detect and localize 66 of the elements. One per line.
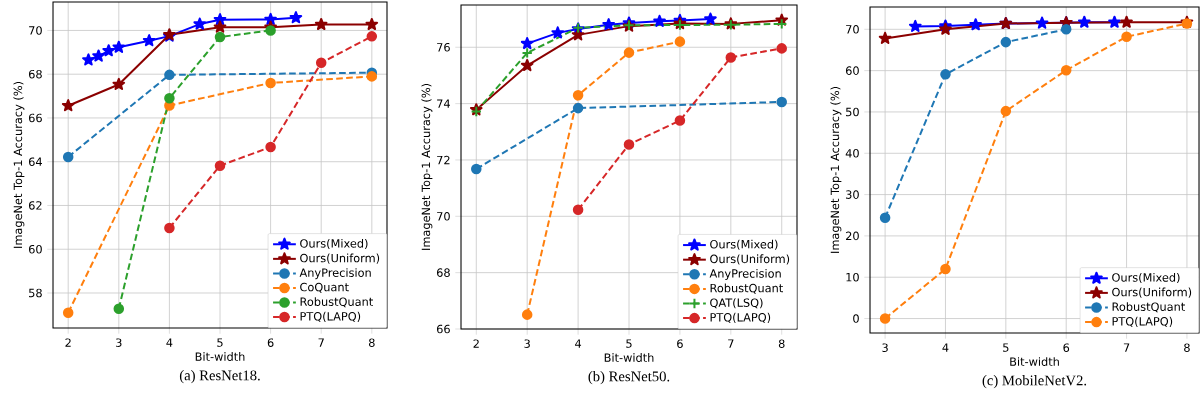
legend-label: PTQ(LAPQ) (1112, 316, 1173, 327)
x-tick-label: 2 (473, 339, 479, 348)
y-axis-title: ImageNet Top-1 Accuracy (%) (830, 86, 842, 253)
y-tick-label: 66 (436, 324, 450, 334)
y-tick-label: 0 (853, 314, 859, 323)
x-tick-label: 5 (217, 338, 223, 347)
y-tick-label: 10 (846, 272, 859, 282)
y-tick-label: 70 (437, 212, 450, 221)
x-tick-label: 6 (267, 338, 274, 347)
legend-label: AnyPrecision (299, 268, 371, 280)
y-tick-label: 62 (28, 201, 42, 210)
y-tick-label: 30 (846, 190, 859, 199)
x-tick-label: 2 (65, 338, 71, 347)
y-tick-label: 70 (29, 26, 42, 35)
legend-label: RobustQuant (300, 297, 373, 308)
x-tick-label: 8 (368, 338, 375, 347)
legend-label: Ours(Mixed) (300, 238, 368, 250)
x-tick-label: 7 (318, 338, 324, 347)
legend-label: RobustQuant (1112, 302, 1185, 313)
x-tick-label: 5 (1003, 343, 1009, 352)
legend-label: QAT(LSQ) (710, 298, 763, 309)
y-tick-label: 60 (845, 66, 859, 75)
y-tick-label: 64 (28, 157, 42, 167)
x-tick-label: 4 (575, 339, 582, 348)
legend-label: CoQuant (300, 282, 349, 293)
y-tick-label: 20 (846, 231, 859, 241)
y-axis-title: ImageNet Top-1 Accuracy (%) (421, 83, 433, 250)
x-tick-label: 3 (882, 343, 888, 352)
x-tick-label: 6 (1063, 343, 1070, 352)
legend-label: PTQ(LAPQ) (710, 312, 771, 323)
legend-label: Ours(Mixed) (1112, 272, 1180, 284)
legend-label: Ours(Mixed) (710, 239, 778, 250)
y-tick-label: 58 (29, 288, 42, 298)
y-tick-label: 76 (437, 42, 450, 52)
legend-label: Ours(Uniform) (1112, 287, 1192, 298)
x-tick-label: 4 (942, 343, 949, 352)
x-tick-label: 3 (116, 338, 122, 347)
y-tick-label: 72 (437, 155, 450, 165)
legend-label: Ours(Uniform) (710, 254, 790, 265)
y-axis-title: ImageNet Top-1 Accuracy (%) (13, 81, 25, 248)
x-tick-label: 6 (677, 339, 683, 348)
legend-label: Ours(Uniform) (300, 253, 380, 264)
x-tick-label: 7 (1123, 343, 1130, 352)
x-axis-title: Bit-width (1010, 357, 1059, 366)
text: (b) ResNet50. (588, 371, 670, 385)
text: (c) MobileNetV2. (982, 375, 1087, 389)
y-tick-label: 40 (845, 148, 859, 158)
legend-label: PTQ(LAPQ) (300, 311, 361, 322)
y-tick-label: 70 (846, 25, 859, 34)
y-tick-label: 68 (436, 268, 450, 277)
y-tick-label: 66 (28, 113, 42, 123)
legend-label: AnyPrecision (709, 268, 781, 280)
text: (a) ResNet18. (179, 370, 260, 384)
x-tick-label: 8 (778, 339, 785, 348)
y-tick-label: 68 (28, 69, 42, 79)
y-tick-label: 74 (437, 99, 450, 108)
x-axis-title: Bit-width (195, 352, 245, 361)
x-axis-title: Bit-width (604, 353, 654, 362)
y-tick-label: 60 (28, 244, 42, 254)
x-tick-label: 8 (1184, 343, 1190, 352)
x-tick-label: 3 (524, 339, 530, 348)
x-tick-label: 5 (626, 339, 632, 348)
y-tick-label: 50 (846, 107, 859, 117)
x-tick-label: 4 (166, 338, 173, 347)
legend-label: RobustQuant (710, 283, 783, 294)
x-tick-label: 7 (728, 339, 734, 348)
